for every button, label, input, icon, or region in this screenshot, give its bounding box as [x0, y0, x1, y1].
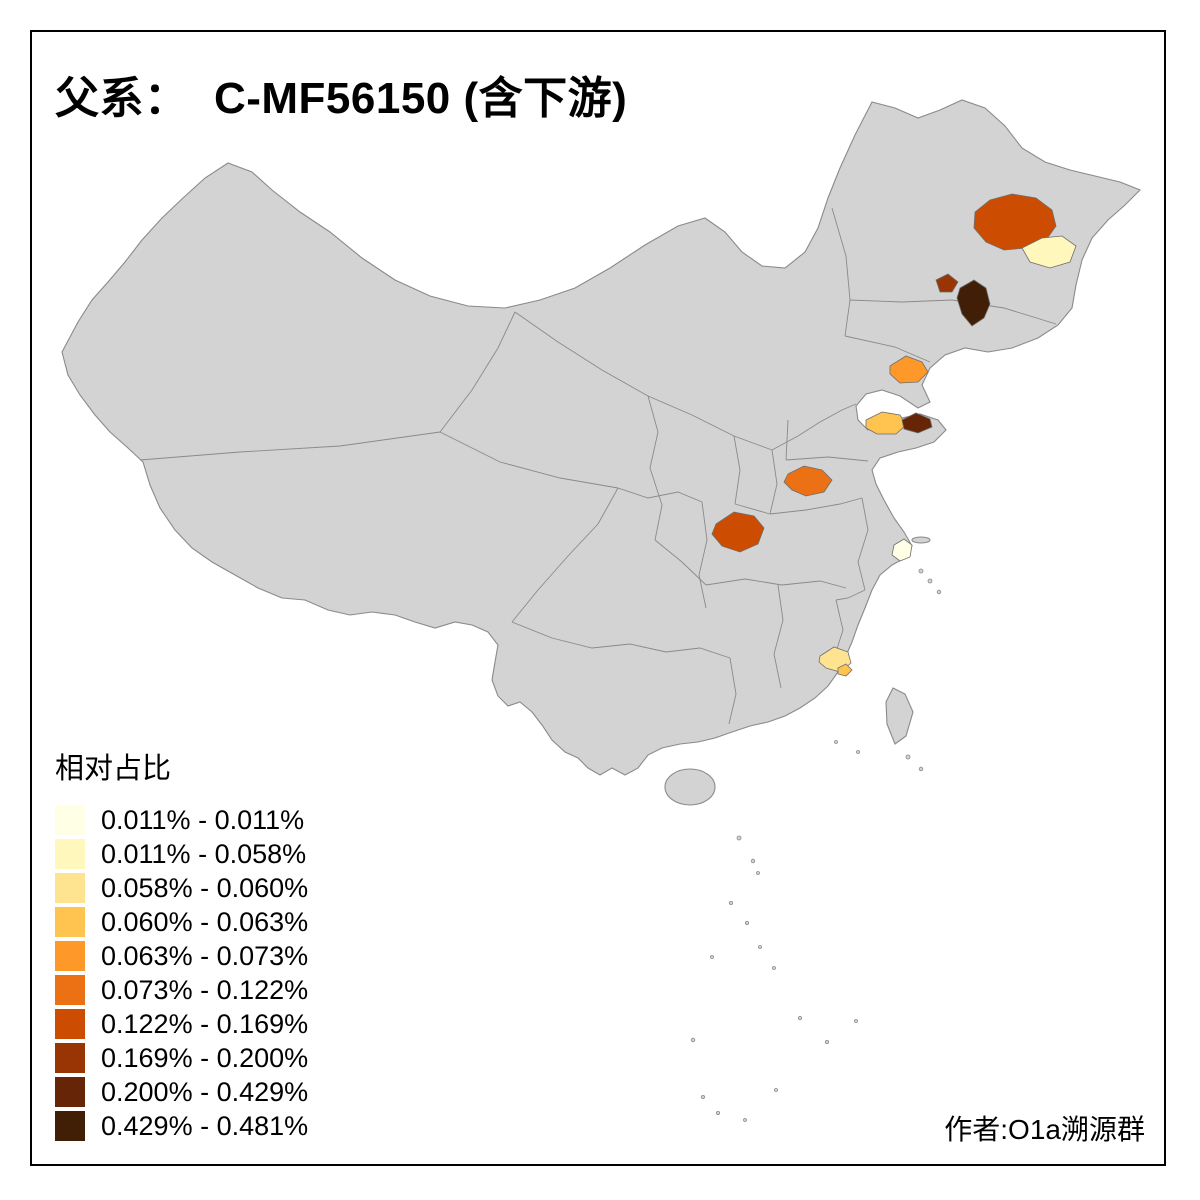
highlighted-regions [711, 193, 1077, 677]
legend-swatch-color [55, 1009, 85, 1039]
hainan-island [664, 768, 716, 806]
legend-item: 0.063% - 0.073% [55, 939, 308, 973]
region-shandong-central [865, 411, 907, 435]
region-henan-central [783, 465, 833, 497]
legend-swatch [55, 907, 85, 937]
region-fujian-spot [837, 663, 853, 677]
legend: 相对占比 0.011% - 0.011% 0.011% - 0.058% 0.0… [55, 745, 308, 1143]
legend-label: 0.011% - 0.058% [101, 839, 307, 869]
south-china-sea-islands [690, 568, 942, 1122]
legend-label: 0.060% - 0.063% [101, 907, 309, 937]
legend-swatch-color [55, 839, 85, 869]
legend-label: 0.073% - 0.122% [101, 975, 309, 1005]
region-shanghai [891, 538, 913, 562]
legend-swatch-color [55, 1111, 85, 1141]
legend-swatch [55, 1043, 85, 1073]
province-boundaries [139, 207, 1057, 725]
legend-swatch [55, 1111, 85, 1141]
legend-swatch-color [55, 873, 85, 903]
legend-label: 0.122% - 0.169% [101, 1009, 309, 1039]
legend-item: 0.011% - 0.058% [55, 837, 308, 871]
region-shaanxi-hubei [711, 511, 765, 553]
legend-label: 0.011% - 0.011% [101, 805, 305, 835]
legend-item: 0.169% - 0.200% [55, 1041, 308, 1075]
legend-swatch [55, 805, 85, 835]
legend-swatch-color [55, 1077, 85, 1107]
legend-item: 0.011% - 0.011% [55, 803, 308, 837]
legend-item: 0.060% - 0.063% [55, 905, 308, 939]
legend-item: 0.073% - 0.122% [55, 973, 308, 1007]
china-mainland [61, 99, 1141, 776]
region-liaoning-coastal [889, 355, 929, 384]
legend-item: 0.429% - 0.481% [55, 1109, 308, 1143]
legend-title: 相对占比 [55, 753, 172, 785]
map-title: 父系： C-MF56150 (含下游) [55, 74, 628, 123]
legend-swatch-color [55, 907, 85, 937]
legend-swatch [55, 975, 85, 1005]
legend-swatch [55, 1077, 85, 1107]
legend-item: 0.122% - 0.169% [55, 1007, 308, 1041]
legend-swatch [55, 941, 85, 971]
legend-item: 0.200% - 0.429% [55, 1075, 308, 1109]
legend-swatch-color [55, 1043, 85, 1073]
legend-label: 0.058% - 0.060% [101, 873, 309, 903]
legend-label: 0.429% - 0.481% [101, 1111, 309, 1141]
region-shandong-east [901, 412, 933, 434]
region-heilongjiang-east [1021, 235, 1077, 269]
legend-label: 0.063% - 0.073% [101, 941, 309, 971]
legend-label: 0.200% - 0.429% [101, 1077, 309, 1107]
legend-swatch [55, 1009, 85, 1039]
taiwan-island [885, 687, 914, 745]
region-jilin-west [935, 273, 959, 293]
region-jilin-central [956, 279, 991, 327]
legend-item: 0.058% - 0.060% [55, 871, 308, 905]
legend-swatch [55, 839, 85, 869]
region-heilongjiang-central [973, 193, 1057, 251]
legend-swatch-color [55, 941, 85, 971]
chongming-island [911, 536, 931, 544]
legend-swatch [55, 873, 85, 903]
legend-swatch-color [55, 805, 85, 835]
legend-label: 0.169% - 0.200% [101, 1043, 309, 1073]
legend-swatch-color [55, 975, 85, 1005]
attribution: 作者:O1a溯源群 [944, 1114, 1145, 1145]
